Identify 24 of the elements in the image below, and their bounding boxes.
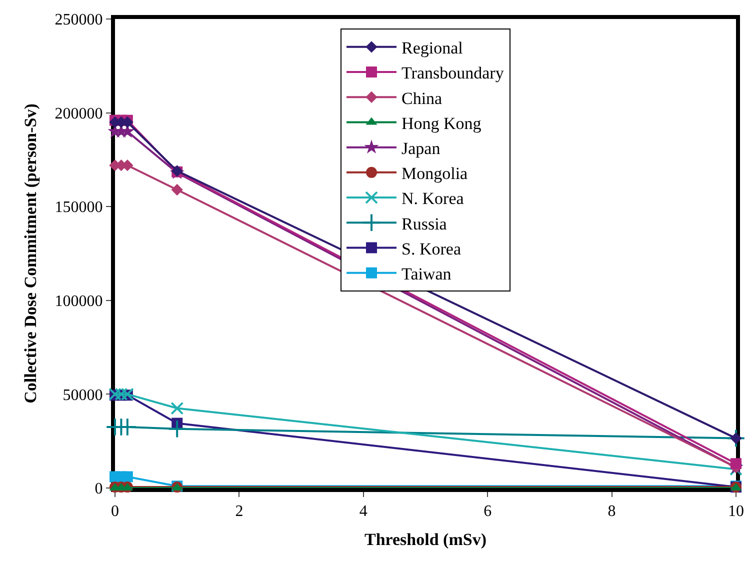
x-tick-label: 10 [728, 503, 744, 520]
y-tick-label: 50000 [62, 386, 103, 404]
x-tick-label: 6 [484, 503, 492, 520]
x-tick-label: 4 [359, 503, 368, 520]
y-tick-label: 250000 [54, 12, 103, 29]
legend-label: Transboundary [402, 64, 504, 83]
legend-label: Japan [402, 138, 441, 158]
legend-label: S. Korea [402, 239, 462, 258]
legend-label: Mongolia [402, 164, 468, 184]
x-axis-title: Threshold (mSv) [364, 530, 487, 550]
y-tick-label: 100000 [54, 293, 103, 310]
y-tick-label: 0 [94, 480, 103, 498]
legend-label: Hong Kong [402, 114, 482, 133]
legend-label: Russia [402, 214, 448, 234]
y-tick-label: 150000 [54, 199, 103, 216]
legend-label: China [402, 88, 443, 108]
legend-label: Taiwan [402, 264, 452, 284]
y-axis-title: Collective Dose Commitment (person-Sv) [20, 104, 40, 404]
x-tick-label: 2 [235, 503, 244, 520]
legend-label: N. Korea [402, 189, 464, 208]
x-tick-label: 0 [111, 503, 119, 520]
y-tick-label: 200000 [54, 105, 103, 122]
legend-label: Regional [402, 38, 464, 58]
x-tick-label: 8 [608, 503, 616, 520]
